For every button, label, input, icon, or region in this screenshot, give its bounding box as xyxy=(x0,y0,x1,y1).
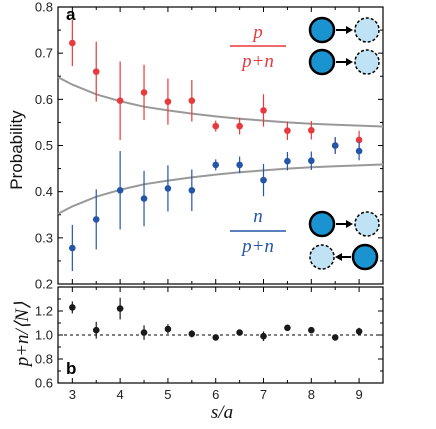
data-point-p xyxy=(284,127,291,135)
data-point-ratio xyxy=(212,334,220,341)
theory-curve-upper xyxy=(57,76,384,128)
annotation-n-denominator: p+n xyxy=(240,236,274,257)
arrow-head-icon xyxy=(346,220,353,228)
x-tick-label: 3 xyxy=(69,387,76,402)
dashed-circle-icon xyxy=(354,49,380,75)
data-point-ratio xyxy=(355,328,363,335)
panel-a-x-ticks xyxy=(71,7,360,284)
filled-circle-icon xyxy=(351,243,379,271)
data-point-n xyxy=(355,147,363,155)
x-tick-label: 6 xyxy=(212,387,219,402)
data-point-ratio xyxy=(284,324,291,332)
x-tick-label: 7 xyxy=(260,387,267,402)
y-tick-label: 0.5 xyxy=(35,138,53,153)
panel-b-y-ticks: 0.6 0.8 1.0 1.2 xyxy=(35,298,383,391)
filled-circle-icon xyxy=(308,210,336,238)
data-point-ratio xyxy=(331,334,339,341)
x-axis-title: s/a xyxy=(211,402,233,423)
y-tick-label: 0.4 xyxy=(35,184,53,199)
x-tick-label: 8 xyxy=(308,387,315,402)
theory-curve-lower xyxy=(57,163,384,215)
x-tick-label: 9 xyxy=(355,387,362,402)
data-point-n xyxy=(284,157,291,165)
annotation-p-fraction: p p+n xyxy=(230,22,286,72)
data-point-n xyxy=(212,161,220,169)
filled-circle-icon xyxy=(308,16,336,44)
data-point-n xyxy=(116,186,124,194)
y-tick-label: 0.3 xyxy=(35,230,53,245)
arrow-head-icon xyxy=(335,253,342,261)
data-point-p xyxy=(212,122,220,130)
annotation-p-denominator: p+n xyxy=(240,51,274,72)
y-axis-title-probability: Probability xyxy=(7,110,26,190)
data-point-p xyxy=(355,136,363,144)
dashed-circle-icon xyxy=(354,211,380,237)
y-tick-label: 1.2 xyxy=(35,304,53,319)
x-tick-label: 5 xyxy=(164,387,171,402)
annotation-p-numerator: p xyxy=(251,22,263,43)
arrow-head-icon xyxy=(346,26,353,34)
data-point-p xyxy=(308,126,315,134)
schematic-p-icon xyxy=(308,16,380,76)
data-point-n xyxy=(69,244,76,252)
data-point-ratio xyxy=(69,304,76,311)
data-point-p xyxy=(260,107,267,114)
annotation-n-numerator: n xyxy=(253,206,263,227)
data-point-n xyxy=(164,185,172,192)
data-point-p xyxy=(140,89,148,96)
data-point-ratio xyxy=(308,326,315,334)
data-point-n xyxy=(92,216,100,223)
arrow-head-icon xyxy=(346,58,353,66)
data-point-p xyxy=(236,122,243,130)
data-point-n xyxy=(188,186,196,194)
x-tick-label: 4 xyxy=(117,387,124,402)
dashed-circle-icon xyxy=(309,244,335,270)
panel-a-y-ticks: 0.2 0.3 0.4 0.5 0.6 0.7 0.8 xyxy=(35,0,383,292)
data-point-n xyxy=(331,142,339,149)
annotation-n-fraction: n p+n xyxy=(230,206,286,257)
schematic-n-icon xyxy=(308,210,380,271)
data-point-p xyxy=(92,68,100,75)
data-point-n xyxy=(260,176,267,184)
filled-circle-icon xyxy=(308,48,336,76)
series-ratio xyxy=(69,297,363,341)
series-n-fraction xyxy=(69,137,363,272)
data-point-ratio xyxy=(260,332,267,340)
panel-a: 0.2 0.3 0.4 0.5 0.6 0.7 0.8 a p p+n n p+n xyxy=(35,0,384,292)
y-tick-label: 0.6 xyxy=(35,376,53,391)
data-point-ratio xyxy=(164,325,172,333)
y-tick-label: 0.7 xyxy=(35,46,53,61)
data-point-ratio xyxy=(140,329,148,336)
data-point-ratio xyxy=(116,305,124,312)
data-point-ratio xyxy=(92,326,100,334)
y-tick-label: 0.2 xyxy=(35,277,53,292)
dashed-circle-icon xyxy=(354,17,380,43)
data-point-ratio xyxy=(236,329,243,336)
y-tick-label: 0.6 xyxy=(35,92,53,107)
data-point-n xyxy=(140,195,148,202)
data-point-p xyxy=(188,97,196,105)
panel-label-a: a xyxy=(66,5,76,24)
y-tick-label: 0.8 xyxy=(35,0,53,15)
data-point-p xyxy=(164,98,172,105)
panel-label-b: b xyxy=(66,359,76,378)
data-point-p xyxy=(116,97,124,105)
data-point-n xyxy=(236,161,243,169)
y-tick-label: 0.8 xyxy=(35,352,53,367)
data-point-n xyxy=(308,157,315,165)
y-tick-label: 1.0 xyxy=(35,328,53,343)
panel-b-x-ticks: 3 4 5 6 7 8 9 xyxy=(69,287,363,402)
data-point-ratio xyxy=(188,330,196,338)
data-point-p xyxy=(69,39,76,47)
panel-b: 0.6 0.8 1.0 1.2 3 4 5 6 7 8 9 b xyxy=(35,286,384,402)
y-axis-title-ratio: p+n/⟨N⟩ xyxy=(12,301,33,368)
